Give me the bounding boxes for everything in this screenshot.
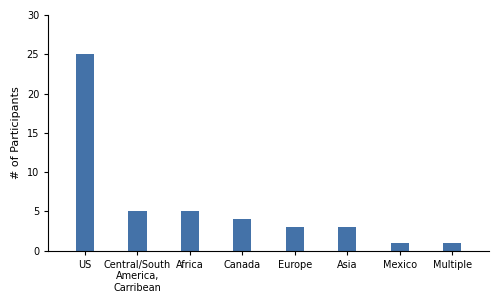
Bar — [286, 227, 304, 251]
Bar — [338, 227, 356, 251]
Bar — [180, 211, 199, 251]
Bar — [128, 211, 146, 251]
Y-axis label: # of Participants: # of Participants — [11, 87, 21, 179]
Bar — [233, 219, 252, 251]
Bar — [443, 243, 462, 251]
Bar — [390, 243, 409, 251]
Bar — [76, 54, 94, 251]
